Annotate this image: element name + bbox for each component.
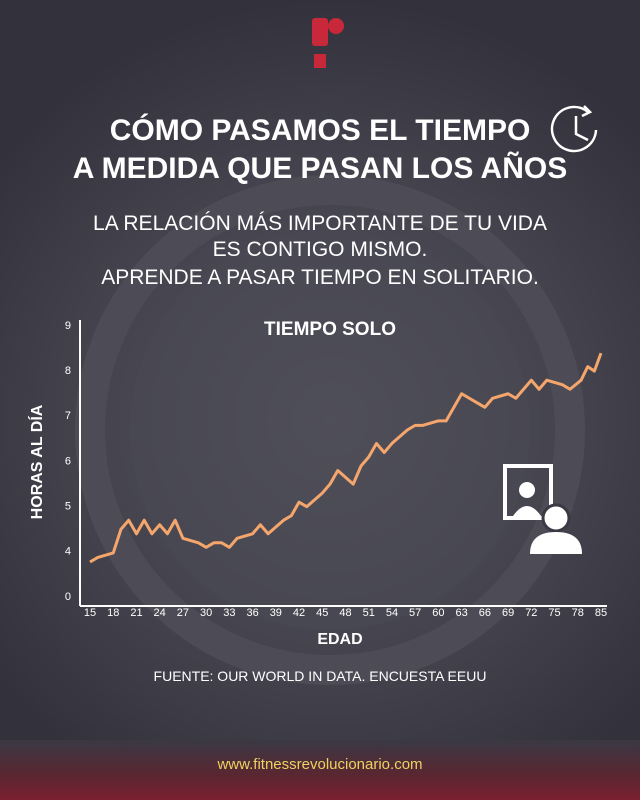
y-tick-label: 7 xyxy=(65,410,71,422)
x-tick-label: 57 xyxy=(409,607,421,619)
x-tick-label: 24 xyxy=(154,607,166,619)
y-tick-label: 9 xyxy=(65,320,71,332)
y-tick-label: 8 xyxy=(65,365,71,377)
logo xyxy=(312,18,344,68)
x-tick-label: 78 xyxy=(572,607,584,619)
y-tick-label: 4 xyxy=(65,546,71,558)
x-tick-label: 54 xyxy=(386,607,398,619)
x-tick-label: 30 xyxy=(200,607,212,619)
x-tick-label: 18 xyxy=(107,607,119,619)
title: CÓMO PASAMOS EL TIEMPO xyxy=(109,114,531,147)
person-icon xyxy=(503,464,582,554)
x-tick-label: 72 xyxy=(525,607,537,619)
x-tick-label: 66 xyxy=(479,607,491,619)
title: A MEDIDA QUE PASAN LOS AÑOS xyxy=(72,152,568,185)
x-tick-label: 60 xyxy=(432,607,444,619)
clock-icon xyxy=(550,105,598,153)
x-tick-label: 36 xyxy=(246,607,258,619)
y-tick-label: 5 xyxy=(65,501,71,513)
x-tick-label: 33 xyxy=(223,607,235,619)
data-line xyxy=(89,352,603,564)
x-tick-label: 48 xyxy=(339,607,351,619)
x-tick-label: 69 xyxy=(502,607,514,619)
x-tick-label: 21 xyxy=(130,607,142,619)
x-tick-label: 63 xyxy=(456,607,468,619)
chart-title: TIEMPO SOLO xyxy=(264,319,396,340)
y-tick-label: 6 xyxy=(65,455,71,467)
footer-band xyxy=(0,740,640,800)
x-tick-label: 15 xyxy=(84,607,96,619)
x-tick-label: 45 xyxy=(316,607,328,619)
subtitle: LA RELACIÓN MÁS IMPORTANTE DE TU VIDA xyxy=(93,212,547,235)
x-tick-label: 75 xyxy=(548,607,560,619)
clock-face xyxy=(130,230,530,630)
x-tick-label: 85 xyxy=(595,607,607,619)
x-axis-label: EDAD xyxy=(317,631,362,648)
footer-url: www.fitnessrevolucionario.com xyxy=(217,756,423,773)
x-tick-label: 27 xyxy=(177,607,189,619)
x-tick-label: 39 xyxy=(270,607,282,619)
subtitle: ES CONTIGO MISMO. xyxy=(212,238,428,261)
y-axis-label: HORAS AL DÍA xyxy=(27,404,46,519)
clock-decoration xyxy=(75,175,585,685)
y-tick-label: 0 xyxy=(65,591,71,603)
subtitle: APRENDE A PASAR TIEMPO EN SOLITARIO. xyxy=(101,266,539,289)
x-tick-label: 51 xyxy=(363,607,375,619)
source: FUENTE: OUR WORLD IN DATA. ENCUESTA EEUU xyxy=(153,668,487,684)
x-tick-label: 42 xyxy=(293,607,305,619)
